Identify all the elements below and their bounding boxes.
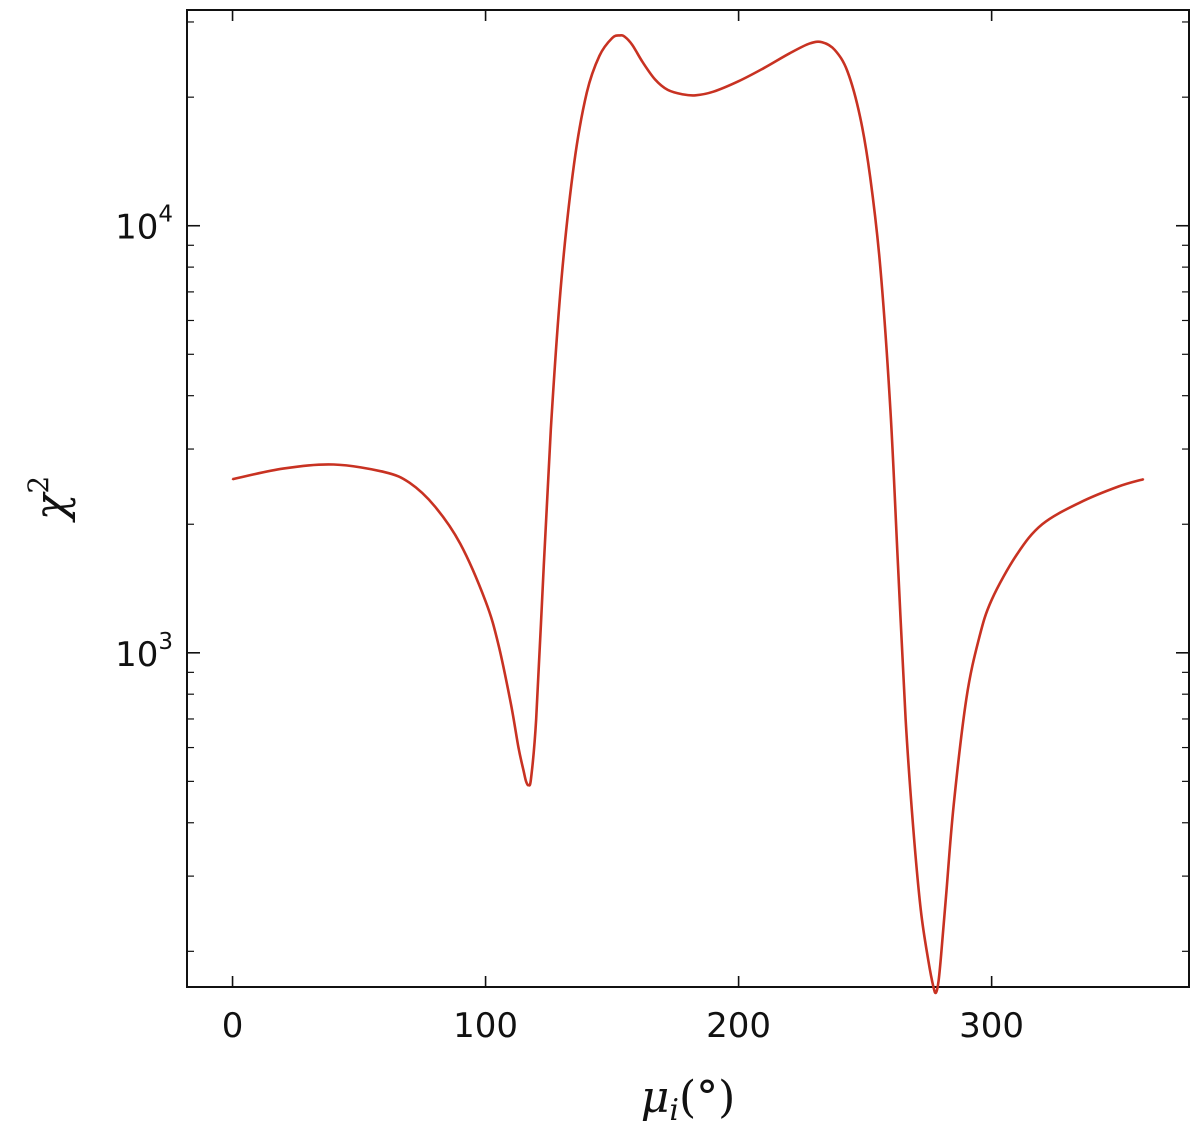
series-point [618, 34, 621, 37]
series-point [937, 980, 940, 983]
series-point [434, 505, 436, 508]
y-axis-label-main: χ [26, 491, 77, 523]
y-axis-label: χ2 [22, 476, 77, 524]
series-point [912, 826, 914, 829]
series-point [1016, 553, 1018, 556]
series-point [859, 115, 861, 118]
series-point [1117, 485, 1119, 488]
series-point [889, 409, 892, 411]
series-point [978, 637, 980, 640]
series-point [1142, 478, 1145, 480]
y-tick-label: 104 [115, 202, 173, 248]
series-point [965, 698, 968, 700]
series-point [527, 784, 530, 786]
series-point [573, 162, 575, 165]
series-point [517, 746, 520, 749]
series-point [932, 986, 935, 988]
series-point [927, 960, 930, 962]
series-point [484, 600, 487, 603]
x-tick-label: 200 [706, 1006, 771, 1046]
series-point [833, 49, 836, 51]
series-point [535, 718, 537, 720]
series-point [694, 94, 697, 97]
series-point [542, 564, 545, 567]
series-point [530, 776, 532, 779]
y-tick-label: 103 [115, 629, 173, 675]
y-tick-label-exponent: 4 [158, 202, 173, 228]
series-point [897, 564, 899, 567]
series-point [631, 44, 634, 46]
series-point [623, 35, 626, 38]
series-point [919, 909, 922, 911]
series-point [383, 471, 386, 473]
series-point [935, 991, 937, 994]
y-tick-label-exponent: 3 [158, 629, 173, 655]
series-point [808, 42, 811, 45]
series-point [821, 41, 823, 43]
series-point [510, 702, 512, 705]
axis-ticks [187, 10, 1189, 987]
series-line [232, 34, 1144, 995]
series-point [459, 542, 462, 545]
series-point [585, 91, 588, 94]
x-axis-label-main: μ [641, 1072, 670, 1123]
x-axis-label-sub: i [669, 1093, 679, 1128]
series-point [611, 37, 613, 39]
series-point [654, 78, 656, 81]
series-point [869, 176, 871, 178]
series-point [560, 278, 563, 280]
series-point [598, 54, 601, 57]
series-layer [231, 34, 1145, 995]
series-point [332, 463, 335, 466]
series-point [282, 467, 284, 470]
series-point [550, 419, 553, 422]
y-axis-label-sup: 2 [22, 476, 55, 494]
series-point [846, 70, 849, 73]
series-point [712, 90, 715, 93]
series-point [904, 718, 907, 720]
y-tick-label-base: 10 [115, 208, 158, 248]
series-point [788, 52, 791, 55]
series-point [940, 955, 942, 957]
series-point [522, 769, 525, 772]
x-tick-label: 300 [959, 1006, 1024, 1046]
series-point [763, 67, 765, 69]
x-tick-label: 100 [453, 1006, 518, 1046]
series-point [525, 780, 527, 783]
plot-frame [186, 9, 1190, 988]
x-axis-label: μi(°) [641, 1072, 736, 1128]
series-point [641, 61, 644, 63]
series-point [1041, 523, 1044, 526]
series-point [666, 89, 669, 91]
series-point [990, 599, 993, 601]
series-point [952, 804, 955, 806]
y-tick-label-base: 10 [115, 635, 158, 675]
series-point [1079, 501, 1081, 504]
x-axis-label-rest: (°) [679, 1072, 735, 1123]
series-point [682, 93, 684, 96]
series-point [737, 80, 740, 82]
series-point [231, 478, 234, 480]
x-tick-label: 0 [222, 1006, 244, 1046]
series-point [497, 642, 500, 645]
series-point [408, 482, 411, 484]
series-point [945, 894, 947, 897]
series-point [879, 266, 882, 268]
